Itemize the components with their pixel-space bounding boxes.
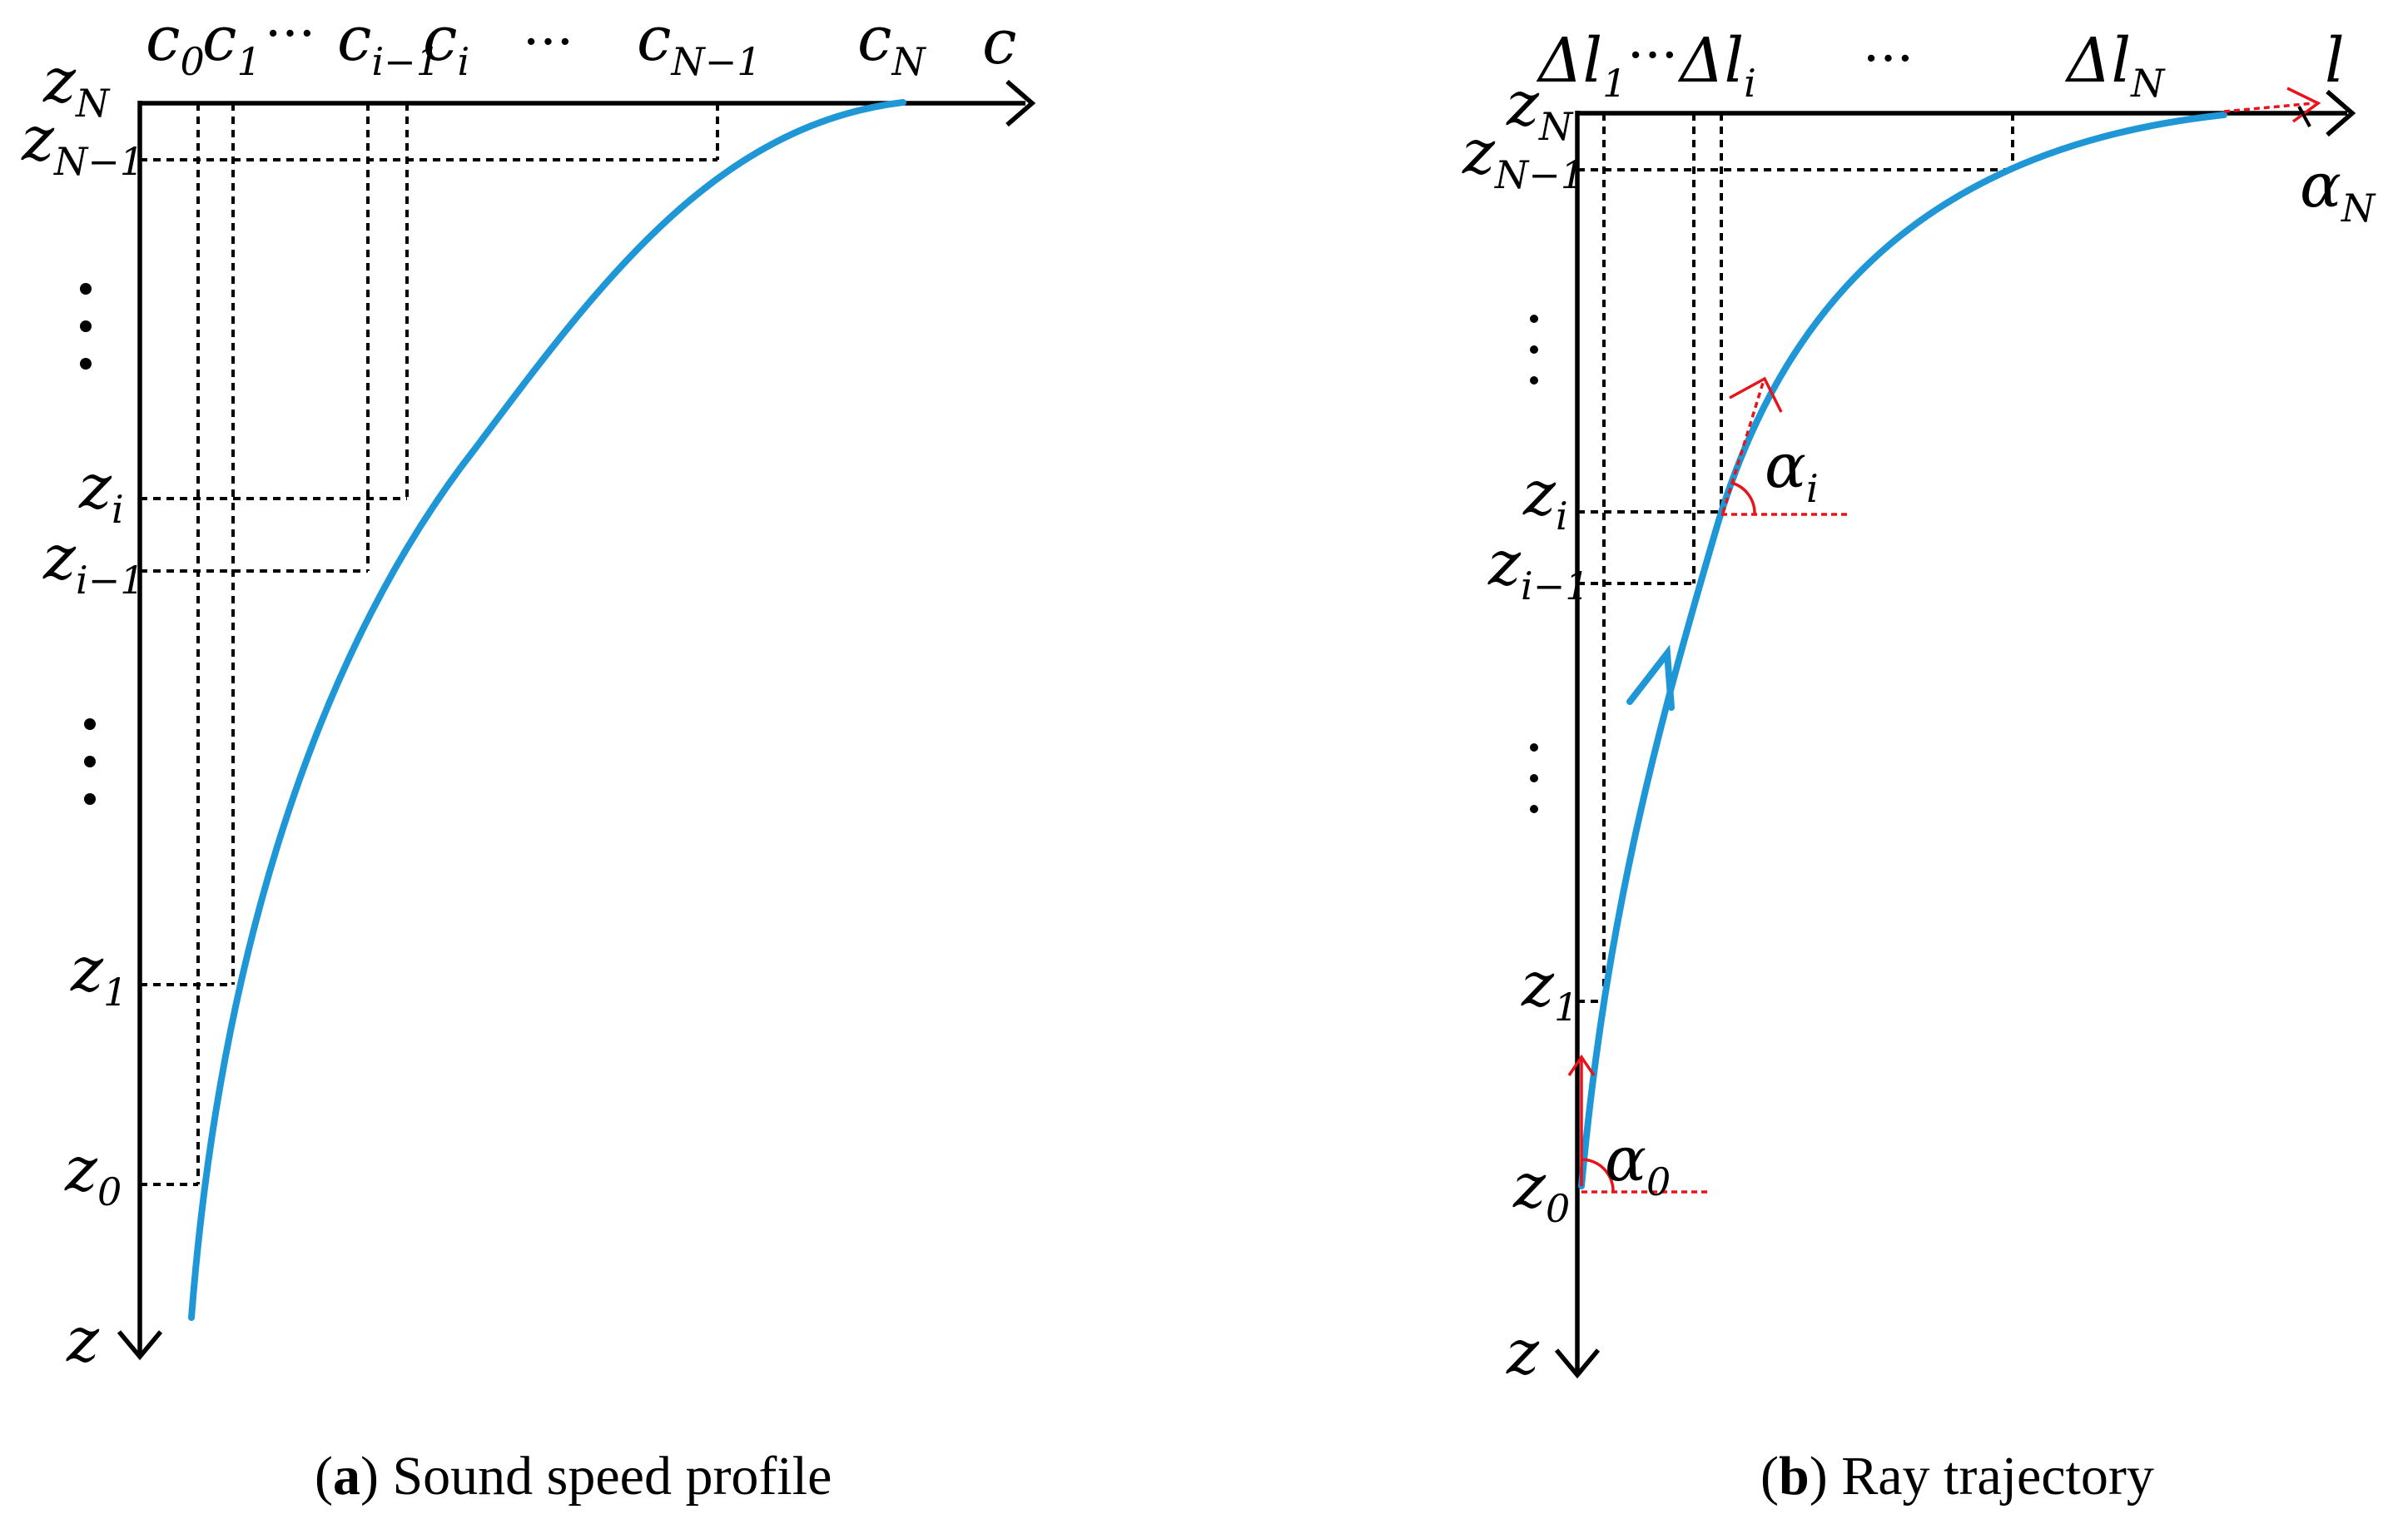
ellipsis-c-1: ··· — [265, 3, 315, 65]
label-alpha-0: α0 — [1605, 1124, 1671, 1204]
ellipsis-c-2: ··· — [523, 12, 573, 73]
label-z-N-minus-1-b: zN−1 — [1462, 117, 1585, 197]
vdot — [1530, 805, 1538, 813]
label-z-0: z0 — [64, 1134, 122, 1214]
label-z-0-b: z0 — [1512, 1150, 1570, 1231]
angle-alpha-0 — [1567, 1054, 1708, 1194]
label-c-i-minus-1: ci−1 — [337, 3, 440, 84]
ellipsis-l-1: ··· — [1627, 25, 1678, 87]
label-delta-l-i: Δli — [1677, 25, 1756, 106]
label-z-N-b: zN — [1506, 68, 1574, 149]
vdot — [1530, 774, 1538, 782]
vdot — [1530, 376, 1538, 385]
label-alpha-i: αi — [1765, 430, 1819, 511]
vdot — [84, 718, 96, 730]
vdot — [1530, 743, 1538, 752]
axis-c-arrowhead — [1005, 79, 1036, 127]
label-z-N: zN — [42, 45, 111, 126]
axis-l-label: l — [2325, 25, 2345, 97]
vdot — [1530, 315, 1538, 323]
ray-direction-arrow — [1626, 644, 1675, 711]
vdot — [80, 283, 92, 295]
axis-l-arrowhead — [2326, 89, 2356, 137]
vdot — [80, 320, 92, 332]
label-z-i-b: zi — [1522, 458, 1568, 539]
vdot — [80, 358, 92, 370]
ellipsis-l-2: ··· — [1863, 28, 1914, 90]
axis-z-label: z — [66, 1304, 100, 1376]
label-delta-l-N: ΔlN — [2064, 25, 2166, 106]
angle-alpha-i — [1721, 376, 1848, 516]
label-z-i-minus-1-b: zi−1 — [1487, 528, 1590, 608]
ray-trajectory — [1578, 112, 2227, 1189]
caption-b: (b) Ray trajectory — [1760, 1446, 2154, 1507]
panel-b: Δl1 ··· Δli ··· ΔlN l αN zN zN−1 zi zi−1… — [1462, 25, 2376, 1507]
label-c1: c1 — [202, 3, 261, 84]
axis-c-label: c — [982, 7, 1016, 78]
caption-a: (a) Sound speed profile — [315, 1446, 832, 1507]
vdot — [1530, 345, 1538, 354]
grid-lines-b — [1577, 113, 2014, 1003]
vdot — [84, 793, 96, 805]
sound-speed-curve — [188, 99, 906, 1321]
axis-z-b-label: z — [1506, 1317, 1540, 1388]
label-z-i: zi — [78, 451, 124, 532]
grid-lines-a — [140, 103, 719, 1186]
angle-alpha-N — [2223, 87, 2321, 127]
panel-a: c0 c1 ··· ci−1 ci ··· cN−1 cN c zN zN−1 … — [21, 3, 1036, 1507]
label-c-N: cN — [857, 3, 926, 84]
vdot — [84, 756, 96, 767]
axis-z-b-arrowhead — [1554, 1348, 1601, 1379]
label-c0: c0 — [146, 3, 205, 84]
label-alpha-N: αN — [2300, 150, 2376, 231]
label-z-1-b: z1 — [1521, 949, 1578, 1030]
label-c-N-minus-1: cN−1 — [637, 3, 762, 84]
label-z-1: z1 — [70, 934, 127, 1015]
label-z-N-minus-1: zN−1 — [21, 103, 144, 184]
label-c-i: ci — [423, 3, 469, 84]
axis-z-arrowhead — [117, 1330, 163, 1361]
label-delta-l-1: Δl1 — [1536, 25, 1626, 106]
label-z-i-minus-1: zi−1 — [42, 522, 145, 603]
